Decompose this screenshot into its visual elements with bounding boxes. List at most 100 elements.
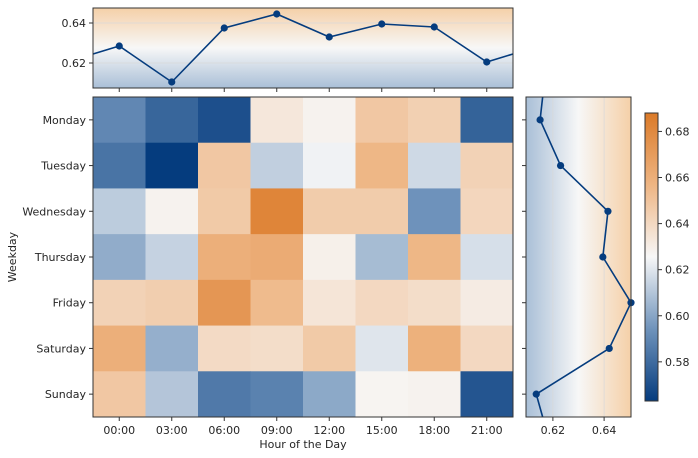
x-tick-label: 21:00 [471,424,503,437]
heatmap-cell [93,142,146,189]
x-tick-label: 06:00 [208,424,240,437]
heatmap-cell [355,325,409,372]
x-tick-label: 15:00 [366,424,398,437]
right-x-tick-label: 0.62 [541,424,566,437]
heatmap-cell [198,325,251,372]
heatmap-cell [303,325,356,372]
top-y-tick-label: 0.62 [62,57,87,70]
top-marginal-point [325,33,333,41]
x-axis-ticks: 00:00 03:00 06:00 09:00 12:00 15:00 18:00 21:00 [103,417,503,437]
heatmap-cell [460,97,514,144]
right-marginal-point [604,207,612,215]
heatmap-cell [303,234,356,281]
top-marginal-y-ticks: 0.62 0.64 [62,17,93,70]
top-marginal-point [430,23,438,31]
top-marginal-background [93,8,513,88]
heatmap-cell [460,234,514,281]
heatmap-cell [93,188,146,235]
heatmap-cell [355,142,409,189]
heatmap-cell [198,188,251,235]
heatmap-main: 00:00 03:00 06:00 09:00 12:00 15:00 18:00 21:00… [6,96,514,451]
heatmap-cell [408,234,461,281]
colorbar-tick-label: 0.68 [665,125,690,138]
heatmap-cell [303,97,356,144]
heatmap-cell [303,188,356,235]
x-tick-label: 09:00 [261,424,293,437]
top-marginal-points [115,10,491,86]
heatmap-cell [93,234,146,281]
top-marginal-plot: 0.62 0.64 [62,7,514,92]
right-marginal-point [536,116,544,124]
heatmap-cell [145,188,199,235]
top-marginal-frame [92,7,514,89]
top-marginal-grid [93,22,513,64]
right-marginal-point [556,161,565,170]
right-x-tick-label: 0.64 [592,424,617,437]
heatmap-cell [355,279,409,326]
heatmap-cell [250,188,304,235]
top-marginal-point [115,42,123,50]
top-y-tick-label: 0.64 [62,17,87,30]
heatmap-cell [355,97,409,144]
right-marginal-plot: 0.62 0.64 [522,96,635,437]
x-tick-label: 18:00 [418,424,450,437]
colorbar-tick-label: 0.66 [665,172,690,185]
heatmap-cell [93,279,146,326]
heatmap-cell [145,279,199,326]
top-marginal-x-ticks [118,88,488,92]
top-marginal-line [92,13,514,84]
heatmap-cell [408,279,461,326]
heatmap-cell [250,234,304,281]
heatmap-cells [93,97,514,418]
right-marginal-y-ticks [522,119,526,395]
heatmap-cell [303,371,356,418]
heatmap-cell [460,371,514,418]
heatmap-cell [145,325,199,372]
colorbar-tick-label: 0.64 [665,218,690,231]
heatmap-cell [408,371,461,418]
y-tick-label: Thursday [34,251,87,264]
heatmap-cell [408,142,461,189]
heatmap-cell [408,97,461,144]
heatmap-cell [250,97,304,144]
y-tick-label: Friday [53,297,87,310]
heatmap-cell [145,371,199,418]
heatmap-cell [460,279,514,326]
colorbar-tick-label: 0.58 [665,356,690,369]
x-tick-label: 00:00 [103,424,135,437]
y-axis-label: Weekday [6,231,19,282]
top-marginal-point [378,20,386,28]
colorbar-gradient-bar [644,112,659,402]
top-marginal-point [483,58,491,66]
heatmap-cell [408,188,461,235]
colorbar-tick-label: 0.62 [665,264,690,277]
heatmap-cell [355,188,409,235]
heatmap-cell [250,325,304,372]
heatmap-cell [93,325,146,372]
heatmap-cell [145,142,199,189]
right-marginal-points [532,116,635,398]
heatmap-cell [93,371,146,418]
right-marginal-point [605,344,613,353]
heatmap-cell [250,371,304,418]
heatmap-cell [303,142,356,189]
y-axis-ticks: Monday Tuesday Wednesday Thursday Friday Satu… [22,114,93,401]
heatmap-cell [460,188,514,235]
heatmap-cell [250,279,304,326]
heatmap-cell [355,371,409,418]
right-marginal-background [526,97,631,417]
top-marginal-point [220,24,228,32]
heatmap-cell [303,279,356,326]
y-tick-label: Wednesday [22,205,86,218]
top-marginal-point [168,78,176,86]
heatmap-cell [198,97,251,144]
right-marginal-point [599,253,607,261]
right-marginal-point [532,390,540,398]
y-tick-label: Saturday [36,342,86,355]
heatmap-cell [460,325,514,372]
heatmap-cell [93,97,146,144]
heatmap-cell [198,234,251,281]
heatmap-cell [145,97,199,144]
heatmap-cell [198,142,251,189]
heatmap-cell [198,279,251,326]
